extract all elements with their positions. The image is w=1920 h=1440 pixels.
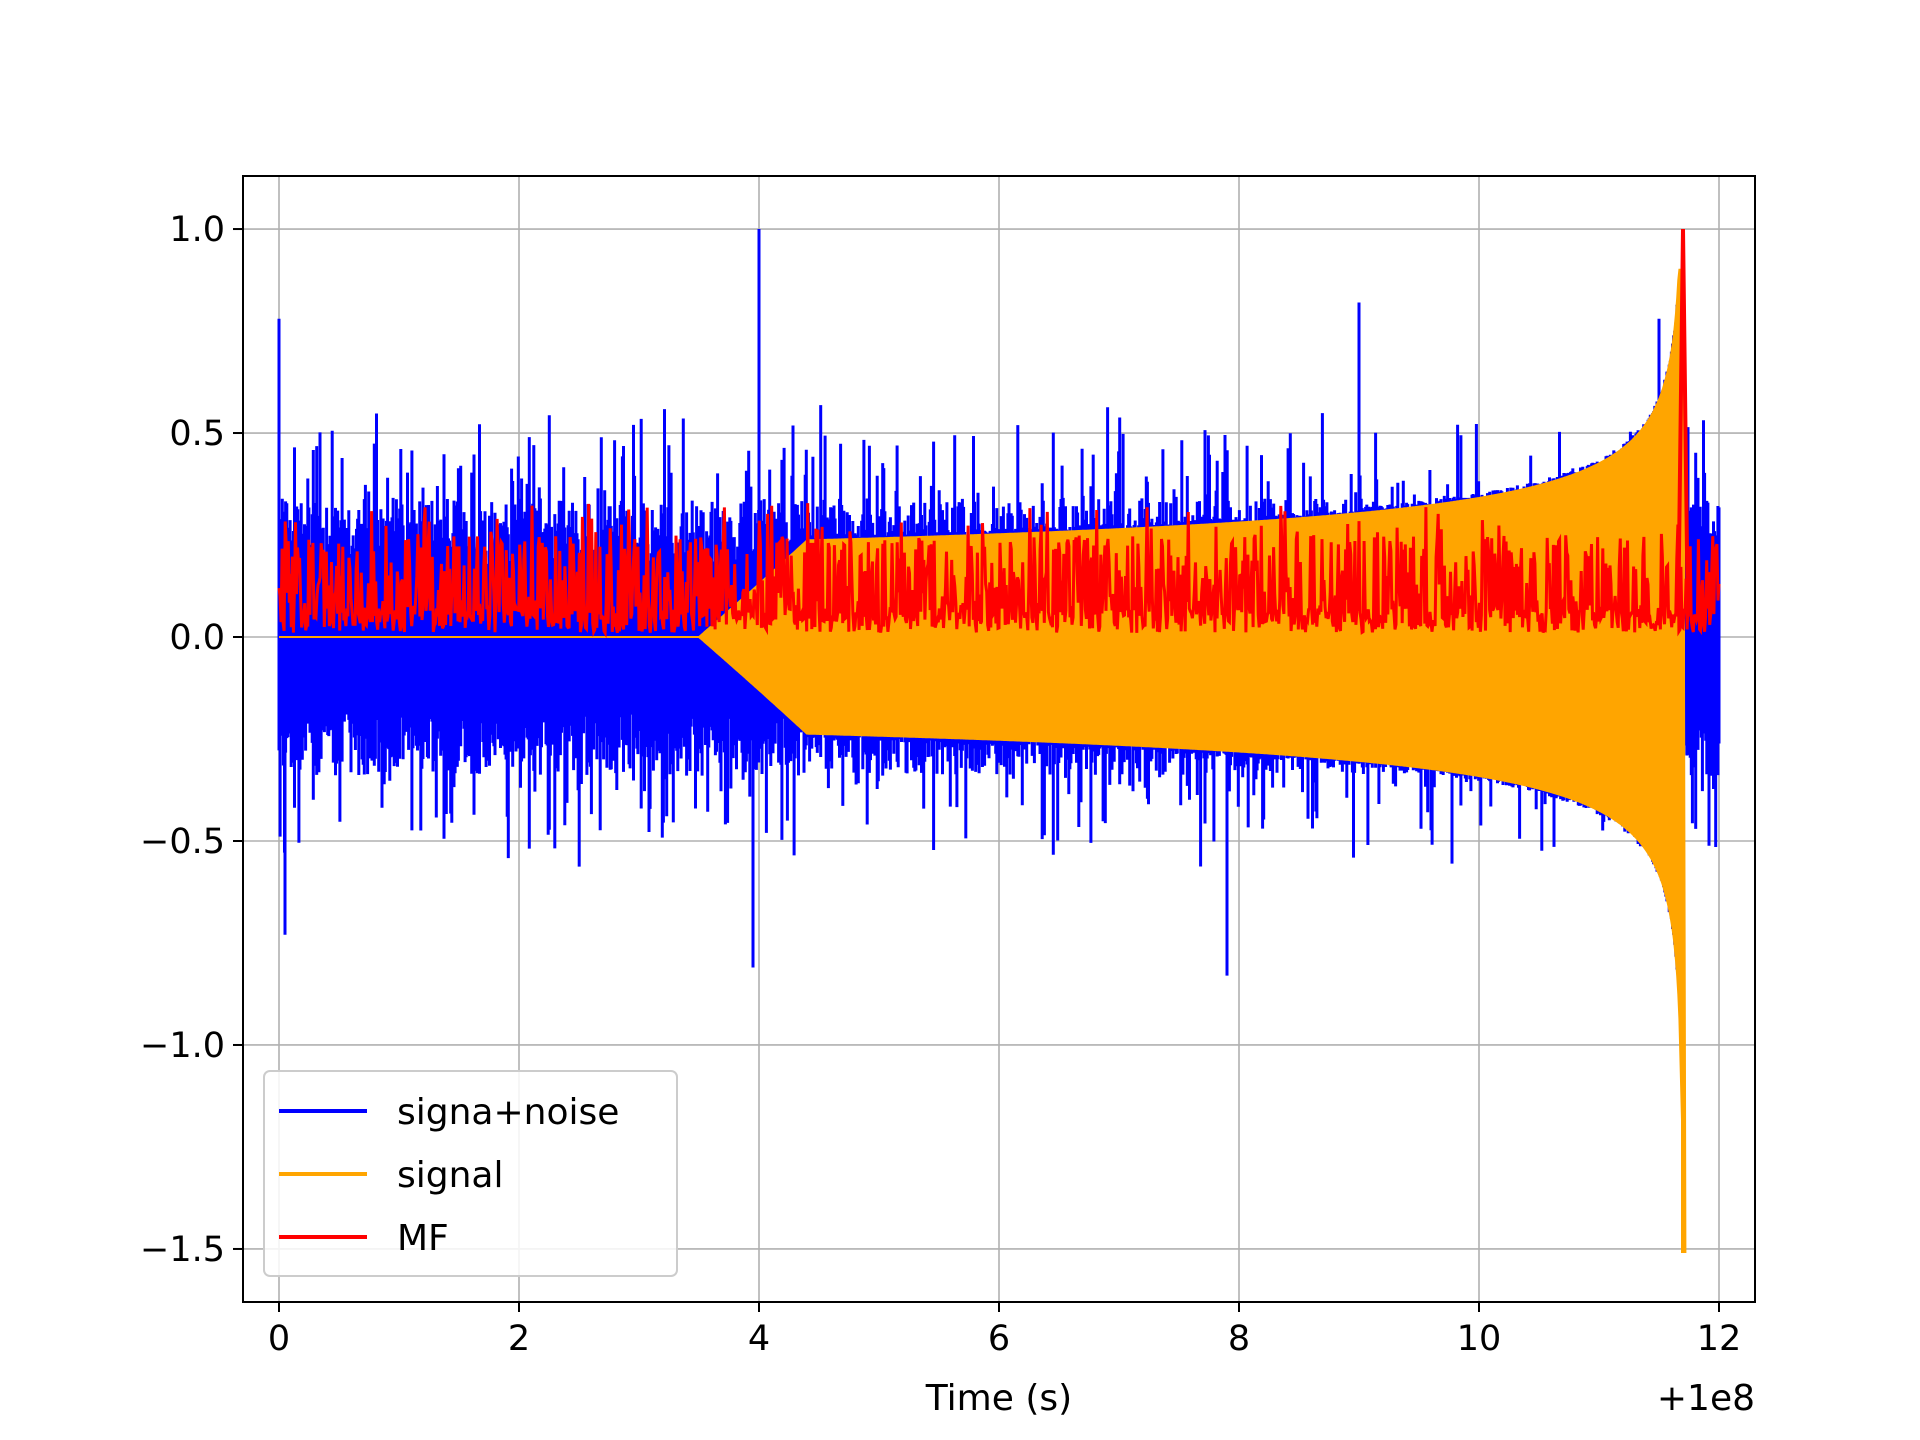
series-mf-line xyxy=(277,503,1721,639)
x-tick-label: 0 xyxy=(268,1319,290,1359)
legend-box xyxy=(263,1070,678,1277)
y-tick-label: 1.0 xyxy=(169,210,225,250)
legend: signa+noise signal MF xyxy=(263,1070,678,1277)
plot-series xyxy=(277,228,1721,1254)
y-tick-label: −1.5 xyxy=(140,1230,225,1270)
x-tick-label: 4 xyxy=(748,1319,770,1359)
x-tick-label: 6 xyxy=(988,1319,1010,1359)
x-tick-label: 12 xyxy=(1697,1319,1742,1359)
y-tick-label: 0.5 xyxy=(169,414,225,454)
y-tick-label: −0.5 xyxy=(140,822,225,862)
x-axis-label: Time (s) xyxy=(925,1378,1072,1419)
x-offset-label: +1e8 xyxy=(1657,1378,1755,1419)
x-tick-label: 2 xyxy=(508,1319,530,1359)
x-tick-label: 8 xyxy=(1228,1319,1250,1359)
y-axis: −1.5 −1.0 −0.5 0.0 0.5 1.0 xyxy=(140,210,243,1270)
legend-label: signal xyxy=(397,1155,504,1196)
x-tick-label: 10 xyxy=(1457,1319,1502,1359)
series-mf-peak xyxy=(1676,228,1690,617)
legend-label: MF xyxy=(397,1218,449,1259)
x-axis: 0 2 4 6 8 10 12 xyxy=(268,1302,1741,1359)
legend-label: signa+noise xyxy=(397,1092,619,1133)
y-tick-label: −1.0 xyxy=(140,1026,225,1066)
y-tick-label: 0.0 xyxy=(169,618,225,658)
